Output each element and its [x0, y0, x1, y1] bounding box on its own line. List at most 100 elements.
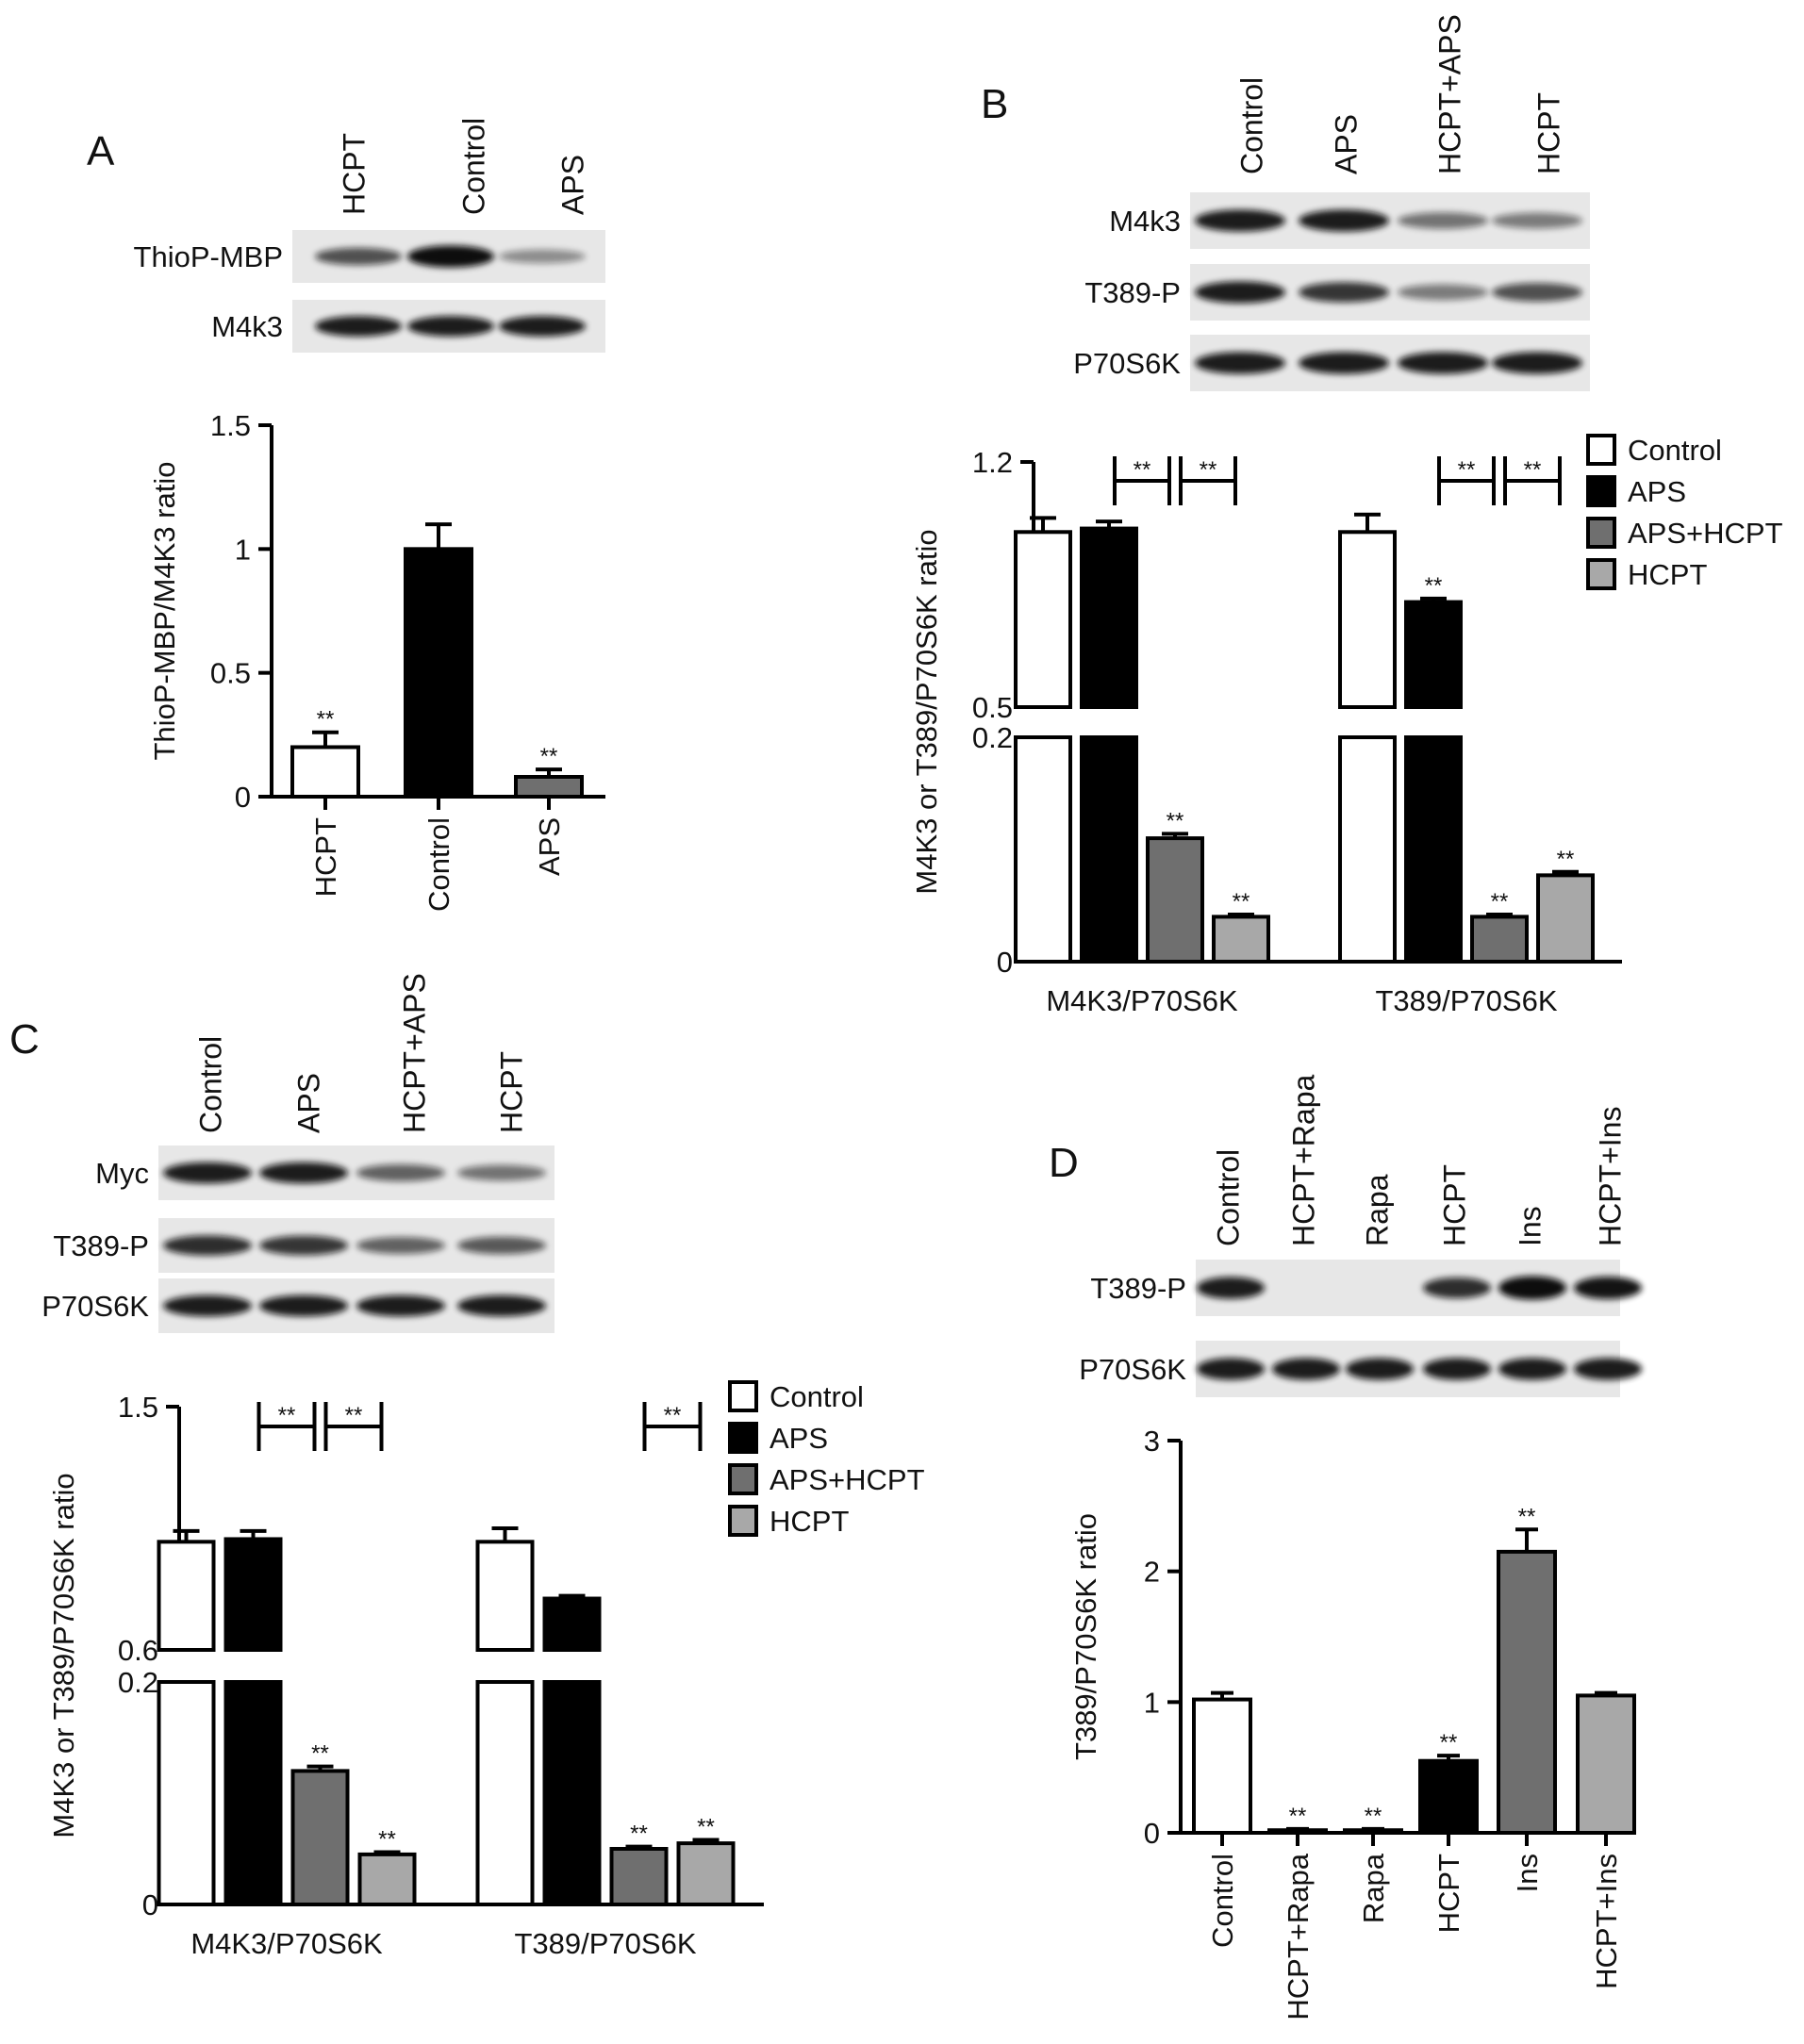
blot-lane-label-c: APS	[291, 1073, 325, 1133]
panel-letter-b: B	[981, 81, 1008, 127]
significance-marker-c: **	[311, 1741, 329, 1767]
legend-label-c: Control	[770, 1380, 864, 1413]
legend-swatch-b	[1586, 517, 1616, 549]
blot-row-label-c: P70S6K	[41, 1290, 149, 1323]
y-tick-label-b: 0.2	[972, 721, 1013, 754]
x-category-label-b: T389/P70S6K	[1375, 984, 1557, 1017]
blot-lane-label-d: Control	[1211, 1149, 1245, 1246]
y-tick-label-b: 1.2	[972, 446, 1013, 479]
blot-lane-label-b: APS	[1329, 114, 1363, 174]
y-tick-label-c: 0.6	[118, 1634, 158, 1667]
blot-band-d	[1197, 1277, 1265, 1299]
x-tick-label-d: HCPT+Ins	[1590, 1854, 1623, 1989]
bar-b	[1146, 836, 1204, 964]
legend-label-c: APS+HCPT	[770, 1463, 925, 1496]
blot-row-label-b: M4k3	[1109, 205, 1181, 238]
blot-band-a	[407, 245, 494, 268]
y-tick-label-b: 0	[997, 946, 1013, 979]
blot-band-c	[259, 1235, 348, 1256]
significance-bracket-label-b: **	[1200, 457, 1217, 483]
blot-band-d	[1574, 1277, 1642, 1299]
blot-band-b	[1492, 352, 1582, 374]
panel-letter-d: D	[1049, 1140, 1079, 1186]
significance-marker-a: **	[317, 707, 335, 733]
blot-band-c	[259, 1294, 348, 1317]
y-tick-label-d: 0	[1144, 1817, 1160, 1850]
legend-swatch-c	[728, 1505, 758, 1537]
blot-row-label-a: M4k3	[211, 310, 283, 343]
bar-d	[1192, 1697, 1252, 1836]
blot-band-a	[499, 316, 586, 337]
blot-lane-label-b: HCPT	[1531, 92, 1565, 174]
significance-marker-b: **	[1491, 889, 1509, 915]
significance-marker-c: **	[378, 1827, 396, 1853]
blot-lane-label-a: HCPT	[337, 133, 371, 215]
blot-band-b	[1492, 212, 1582, 229]
blot-row-label-b: P70S6K	[1073, 347, 1181, 380]
bar-d	[1343, 1828, 1403, 1836]
blot-lane-label-d: Rapa	[1360, 1174, 1394, 1246]
bar-lower-segment-b	[1338, 735, 1397, 964]
blot-band-c	[457, 1236, 546, 1255]
chart-panel-d: 0 1 2 3 T389/P70S6K ratio Control ** HCPT+Rapa *…	[1069, 1425, 1636, 2020]
x-tick-label-a: APS	[533, 817, 566, 876]
significance-bracket-label-c: **	[345, 1403, 363, 1428]
blot-band-a	[407, 316, 494, 337]
x-category-label-c: M4K3/P70S6K	[190, 1927, 383, 1960]
significance-marker-b: **	[1557, 847, 1575, 872]
bar-lower-segment-c	[542, 1680, 602, 1906]
y-tick-label-d: 2	[1144, 1556, 1160, 1589]
x-tick-label-d: Control	[1206, 1854, 1239, 1948]
x-category-label-b: M4K3/P70S6K	[1046, 984, 1238, 1017]
significance-marker-b: **	[1425, 573, 1443, 599]
blot-band-d	[1197, 1358, 1265, 1380]
bar-upper-segment-b	[1014, 530, 1072, 709]
blot-band-d	[1346, 1358, 1414, 1380]
bar-lower-segment-c	[475, 1680, 535, 1906]
y-axis-label-b: M4K3 or T389/P70S6K ratio	[910, 529, 943, 894]
blot-band-d	[1574, 1358, 1642, 1380]
legend-swatch-b	[1586, 475, 1616, 507]
blot-band-c	[356, 1236, 445, 1255]
bar-lower-segment-b	[1080, 735, 1138, 964]
blot-band-c	[163, 1235, 252, 1256]
legend-swatch-b	[1586, 434, 1616, 466]
bar-c	[290, 1769, 350, 1907]
bar-a	[404, 547, 473, 799]
bar-b	[1212, 915, 1270, 964]
legend-swatch-b	[1586, 558, 1616, 590]
blot-band-c	[356, 1294, 445, 1317]
blot-row-label-a: ThioP-MBP	[134, 240, 283, 273]
blot-row-label-c: Myc	[95, 1157, 149, 1190]
bar-lower-segment-c	[157, 1680, 216, 1906]
x-tick-label-a: Control	[422, 817, 455, 912]
y-tick-label-a: 1	[235, 533, 251, 566]
bar-d	[1497, 1549, 1557, 1836]
significance-bracket-label-b: **	[1524, 457, 1542, 483]
panel-letter-a: A	[87, 128, 115, 174]
y-tick-label-c: 0.2	[118, 1666, 158, 1699]
blot-lane-label-c: HCPT	[494, 1051, 528, 1133]
panel-letter-c: C	[9, 1016, 40, 1063]
blot-lane-label-b: HCPT+APS	[1432, 14, 1466, 174]
blot-band-c	[259, 1162, 348, 1184]
blot-band-b	[1492, 283, 1582, 302]
significance-marker-c: **	[697, 1815, 715, 1840]
significance-marker-b: **	[1167, 808, 1184, 833]
blot-band-b	[1299, 209, 1389, 232]
bar-b	[1470, 915, 1529, 964]
blot-band-b	[1398, 284, 1488, 301]
blot-band-c	[457, 1164, 546, 1181]
significance-marker-d: **	[1440, 1730, 1458, 1756]
bar-c	[357, 1852, 417, 1907]
legend-label-b: APS	[1628, 475, 1686, 508]
blot-row-label-d: T389-P	[1090, 1272, 1186, 1305]
bar-upper-segment-b	[1404, 600, 1463, 709]
legend-label-b: Control	[1628, 434, 1722, 467]
blot-lane-label-c: Control	[193, 1036, 227, 1133]
x-tick-label-d: Ins	[1511, 1854, 1544, 1892]
blot-band-b	[1195, 281, 1285, 304]
blot-lane-label-d: HCPT+Rapa	[1286, 1075, 1320, 1247]
blot-panel-b: Control APS HCPT+APS HCPT M4k3 T389-P P70S6K	[1073, 14, 1590, 391]
significance-bracket-label-b: **	[1458, 457, 1476, 483]
